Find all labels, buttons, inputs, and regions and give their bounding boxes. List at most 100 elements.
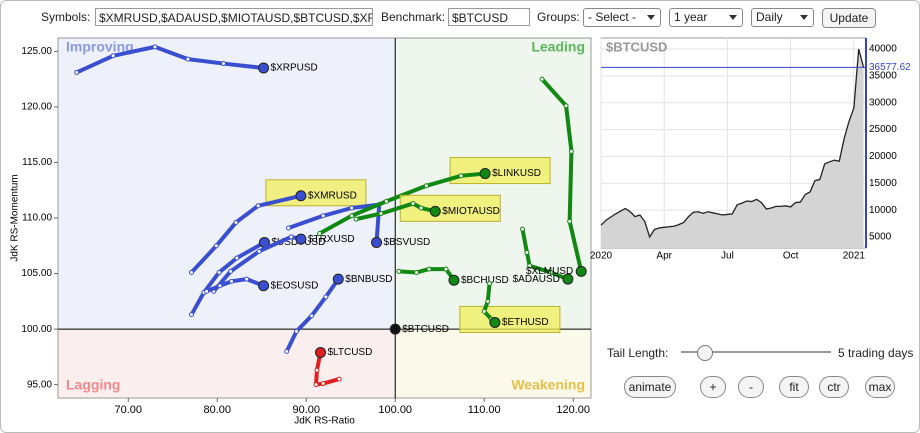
- tail-point: [563, 103, 569, 109]
- tail-point: [234, 255, 240, 261]
- price-title: $BTCUSD: [606, 39, 667, 54]
- control-button[interactable]: max: [865, 376, 895, 398]
- highlight-box: [459, 305, 561, 333]
- x-tick-label: 80.00: [204, 404, 232, 416]
- control-button[interactable]: +: [700, 376, 726, 398]
- y-tick-label: 30000: [869, 97, 897, 108]
- update-button[interactable]: Update: [822, 8, 876, 28]
- tail-point: [201, 289, 207, 295]
- y-tick-label: 100.00: [21, 324, 52, 335]
- tail-point: [349, 205, 355, 211]
- tail-point: [288, 234, 294, 240]
- benchmark-input[interactable]: $BTCUSD: [448, 8, 530, 26]
- head: [332, 273, 344, 285]
- tail-point: [314, 367, 320, 373]
- head: [479, 168, 491, 180]
- series-label: $TRXUSD: [308, 234, 355, 245]
- tail-point: [74, 69, 80, 75]
- tail-point: [443, 266, 449, 272]
- last-value-label: 36577.62: [869, 62, 911, 73]
- tail-point: [217, 283, 223, 289]
- control-button[interactable]: fit: [779, 376, 809, 398]
- groups-select[interactable]: - Select -: [583, 8, 661, 27]
- quadrant-label: Improving: [66, 39, 134, 55]
- tail-point: [426, 266, 432, 272]
- y-tick-label: 125.00: [21, 46, 52, 57]
- x-tick-label: 2020: [590, 251, 613, 262]
- x-tick-label: 110.00: [468, 404, 501, 416]
- x-tick-label: 2021: [843, 251, 866, 262]
- tail-point: [378, 211, 384, 217]
- series-label: $MIOTAUSD: [442, 206, 500, 217]
- tail-point: [204, 288, 210, 294]
- tail-point: [320, 381, 326, 387]
- control-button[interactable]: -: [738, 376, 764, 398]
- quadrant: [395, 329, 591, 398]
- symbols-input[interactable]: $XMRUSD,$ADAUSD,$MIOTAUSD,$BTCUSD,$XF: [95, 8, 373, 26]
- plot-border: [57, 37, 592, 399]
- tail: [204, 277, 266, 294]
- tail-point: [567, 218, 573, 224]
- y-tick-label: 35000: [869, 71, 897, 82]
- control-button[interactable]: animate: [624, 376, 676, 398]
- series-label: $XRPUSD: [271, 63, 318, 74]
- tail-point: [213, 243, 219, 249]
- series-label: $BTCUSD: [402, 324, 449, 335]
- tail-point: [488, 316, 494, 322]
- series-label: $XMRUSD: [308, 190, 357, 201]
- tail-point: [418, 205, 424, 211]
- tail: [396, 267, 456, 283]
- quadrant: [58, 329, 396, 398]
- tail-point: [320, 213, 326, 219]
- head: [314, 346, 326, 358]
- tail-slider-knob[interactable]: [697, 345, 713, 361]
- price-bg: [600, 37, 867, 249]
- highlight-box: [265, 179, 367, 207]
- y-tick-label: 15000: [869, 178, 897, 189]
- y-axis-label: JdK RS-Momentum: [10, 174, 21, 261]
- head: [371, 236, 383, 248]
- y-tick-label: 105.00: [21, 268, 52, 279]
- series-label: $BCHUSD: [461, 275, 509, 286]
- control-button[interactable]: ctr: [819, 376, 849, 398]
- y-tick-label: 40000: [869, 44, 897, 55]
- tail-point: [185, 56, 191, 62]
- tail: [317, 171, 488, 236]
- tail-point: [524, 249, 530, 255]
- tail-point: [485, 298, 491, 304]
- tail-point: [519, 226, 525, 232]
- tail-point: [309, 313, 315, 319]
- y-tick-label: 5000: [869, 232, 892, 243]
- highlight-box: [449, 157, 551, 185]
- series-label: $ADAUSD: [513, 274, 560, 285]
- tail: [189, 193, 303, 275]
- tail-point: [323, 294, 329, 300]
- y-tick-label: 120.00: [21, 102, 52, 113]
- quadrant-label: Lagging: [66, 377, 120, 393]
- tail-point: [410, 201, 416, 207]
- tail-point: [221, 61, 227, 67]
- period-select[interactable]: 1 year: [669, 8, 743, 27]
- head: [258, 236, 270, 248]
- frequency-select[interactable]: Daily: [751, 8, 814, 27]
- tail-point: [487, 281, 493, 287]
- quadrant-label: Weakening: [511, 377, 585, 393]
- tail-point: [228, 268, 234, 274]
- x-tick-label: Apr: [656, 251, 672, 262]
- tail: [520, 227, 570, 282]
- y-tick-label: 25000: [869, 124, 897, 135]
- tail: [314, 350, 342, 387]
- tail: [482, 281, 497, 325]
- head: [295, 190, 307, 202]
- head: [258, 62, 270, 74]
- tail-point: [458, 173, 464, 179]
- tail-point: [396, 268, 402, 274]
- y-tick-label: 110.00: [22, 213, 52, 224]
- head: [389, 323, 401, 335]
- head: [258, 280, 270, 292]
- tail: [211, 234, 303, 294]
- x-tick-label: 120.00: [556, 404, 590, 416]
- head: [295, 233, 307, 245]
- tail-point: [383, 198, 389, 204]
- tail-point: [188, 269, 194, 275]
